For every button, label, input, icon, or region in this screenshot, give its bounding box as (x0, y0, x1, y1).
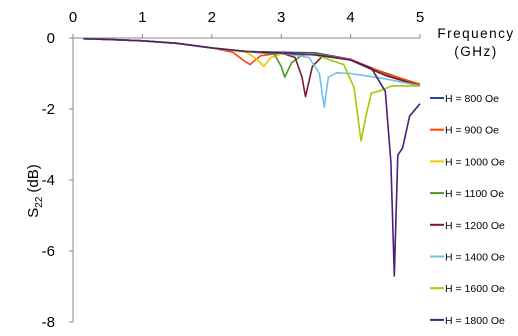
legend-item-6: H = 1600 Oe (430, 283, 505, 295)
legend-label: H = 1400 Oe (445, 252, 505, 264)
legend-item-5: H = 1400 Oe (430, 252, 505, 264)
axis-titles: Frequency (GHz) S22 (dB) (25, 26, 514, 218)
x-tick-label: 2 (208, 9, 216, 26)
y-axis-title-unit: (dB) (25, 164, 42, 192)
legend-label: H = 800 Oe (445, 93, 499, 105)
series-line-7 (83, 37, 421, 277)
x-tick-label: 3 (277, 9, 285, 26)
y-axis-title: S22 (dB) (25, 164, 45, 217)
x-axis-unit: (GHz) (454, 44, 498, 59)
y-tick-label: 0 (47, 30, 55, 47)
legend-item-2: H = 1000 Oe (430, 156, 505, 168)
axes: 0 1 2 3 4 5 0 -2 -4 -6 -8 (42, 9, 425, 331)
y-axis-title-subscript: 22 (34, 196, 45, 208)
y-axis-title-main: S (25, 208, 42, 218)
y-tick-label: -4 (42, 172, 55, 189)
x-tick-label: 1 (138, 9, 146, 26)
y-tick-label: -2 (42, 101, 55, 118)
legend-item-3: H = 1100 Oe (430, 188, 504, 200)
legend-label: H = 900 Oe (445, 125, 499, 137)
x-axis-title: Frequency (437, 26, 514, 41)
series-line-0 (83, 37, 421, 85)
y-tick-label: -6 (42, 243, 55, 260)
series-line-5 (83, 37, 421, 108)
series-lines (83, 37, 421, 277)
legend-label: H = 1000 Oe (445, 156, 505, 168)
legend-label: H = 1800 Oe (445, 315, 505, 327)
series-line-1 (83, 37, 421, 85)
legend-label: H = 1100 Oe (445, 188, 504, 200)
series-line-6 (83, 37, 420, 142)
legend-label: H = 1600 Oe (445, 283, 505, 295)
legend-item-1: H = 900 Oe (430, 125, 499, 137)
legend-item-4: H = 1200 Oe (430, 220, 505, 232)
legend-label: H = 1200 Oe (445, 220, 505, 232)
y-tick-label: -8 (42, 314, 55, 331)
x-tick-label: 4 (346, 9, 354, 26)
x-tick-label: 0 (69, 9, 77, 26)
legend: H = 800 Oe H = 900 Oe H = 1000 Oe H = 1100 … (430, 93, 505, 327)
legend-item-7: H = 1800 Oe (430, 315, 505, 327)
x-tick-label: 5 (416, 9, 424, 26)
legend-item-0: H = 800 Oe (430, 93, 499, 105)
